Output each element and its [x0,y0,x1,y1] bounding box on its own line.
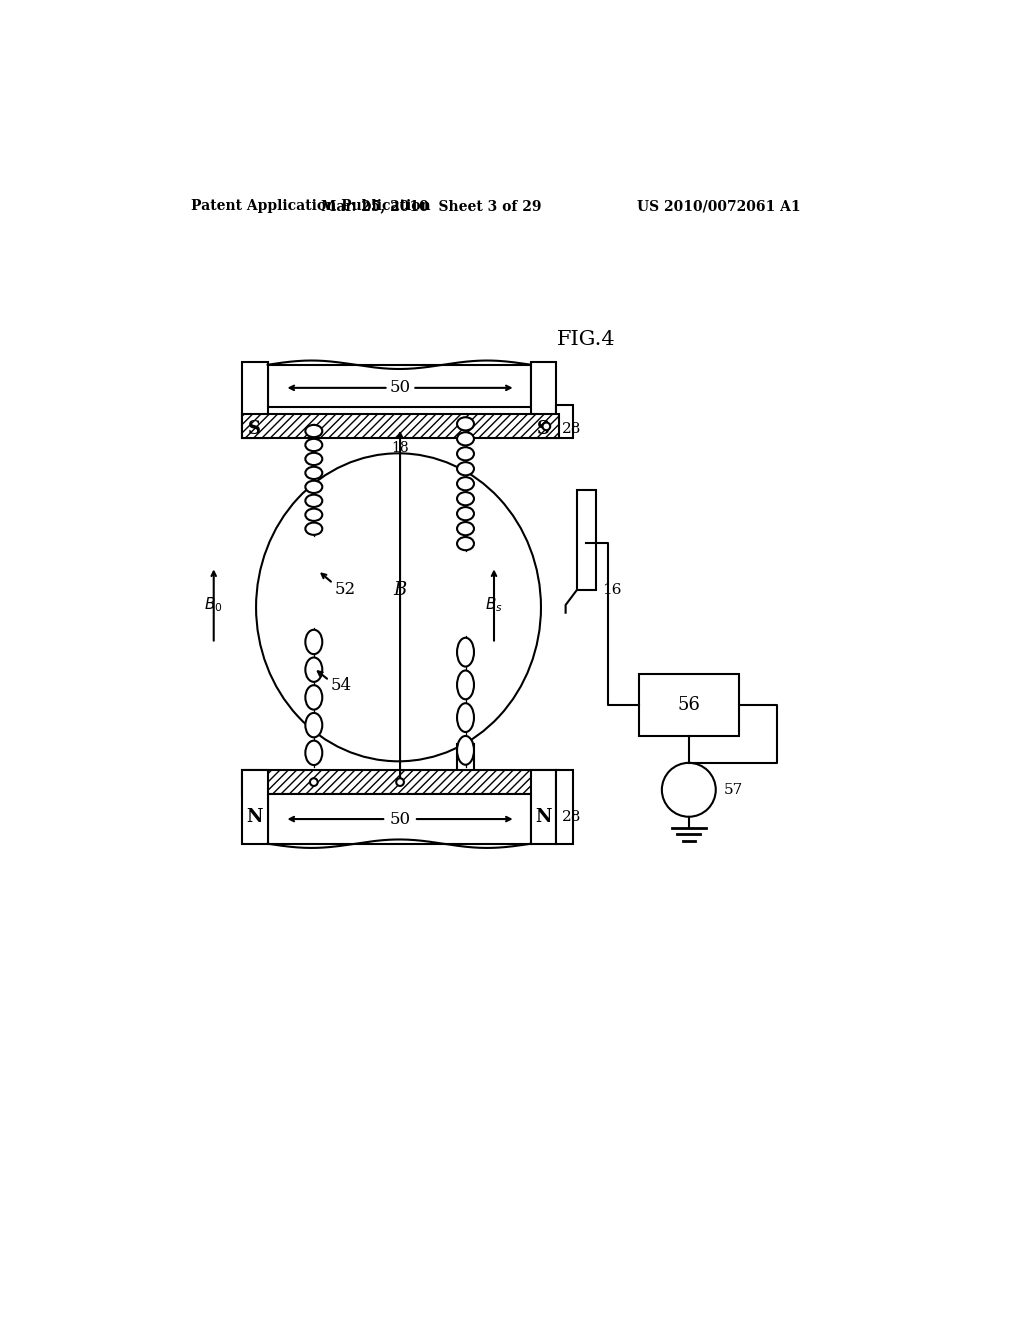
Ellipse shape [305,741,323,766]
Text: 56: 56 [677,696,700,714]
Ellipse shape [305,657,323,682]
Text: N: N [247,808,263,826]
Text: $B_s$: $B_s$ [485,595,503,614]
Text: 52: 52 [335,581,355,598]
Ellipse shape [457,447,474,461]
Ellipse shape [457,477,474,490]
Bar [556,405,573,438]
Circle shape [662,763,716,817]
Ellipse shape [457,492,474,506]
Ellipse shape [457,537,474,550]
Text: 54: 54 [331,677,352,694]
Text: 50: 50 [389,379,411,396]
Bar [243,414,559,438]
Ellipse shape [305,685,323,710]
Text: FIG.4: FIG.4 [557,330,615,348]
Ellipse shape [305,425,323,437]
Circle shape [396,779,403,785]
Circle shape [310,779,317,785]
Text: 50: 50 [389,810,411,828]
Bar [243,770,559,793]
Text: 28: 28 [562,809,582,824]
Ellipse shape [457,432,474,445]
Ellipse shape [457,704,474,733]
Text: S: S [248,421,261,438]
Ellipse shape [457,417,474,430]
Ellipse shape [305,508,323,521]
Ellipse shape [457,521,474,535]
Ellipse shape [305,453,323,465]
Bar [267,364,531,407]
Ellipse shape [305,713,323,738]
Text: B: B [393,581,407,598]
Text: $B_0$: $B_0$ [205,595,223,614]
Ellipse shape [305,495,323,507]
Ellipse shape [305,467,323,479]
Bar [531,363,556,438]
Bar [639,675,739,737]
Ellipse shape [457,462,474,475]
Bar [556,770,573,843]
Bar [243,363,267,438]
Text: 28: 28 [562,422,582,437]
Text: S: S [537,421,550,438]
Text: N: N [535,808,552,826]
Text: Mar. 25, 2010  Sheet 3 of 29: Mar. 25, 2010 Sheet 3 of 29 [321,199,541,213]
Text: US 2010/0072061 A1: US 2010/0072061 A1 [637,199,801,213]
Bar [578,490,596,590]
Ellipse shape [457,638,474,667]
Ellipse shape [457,507,474,520]
Ellipse shape [457,737,474,764]
Circle shape [543,422,550,430]
Text: 18: 18 [391,441,409,455]
Bar [457,743,474,792]
Bar [243,770,267,843]
Bar [531,770,556,843]
Text: Patent Application Publication: Patent Application Publication [190,199,430,213]
Bar [267,793,531,843]
Ellipse shape [305,630,323,655]
Ellipse shape [457,671,474,700]
Ellipse shape [305,523,323,535]
Text: ~: ~ [678,777,699,801]
Ellipse shape [305,438,323,451]
Text: 57: 57 [724,783,742,797]
Text: 16: 16 [602,582,622,597]
Ellipse shape [305,480,323,492]
